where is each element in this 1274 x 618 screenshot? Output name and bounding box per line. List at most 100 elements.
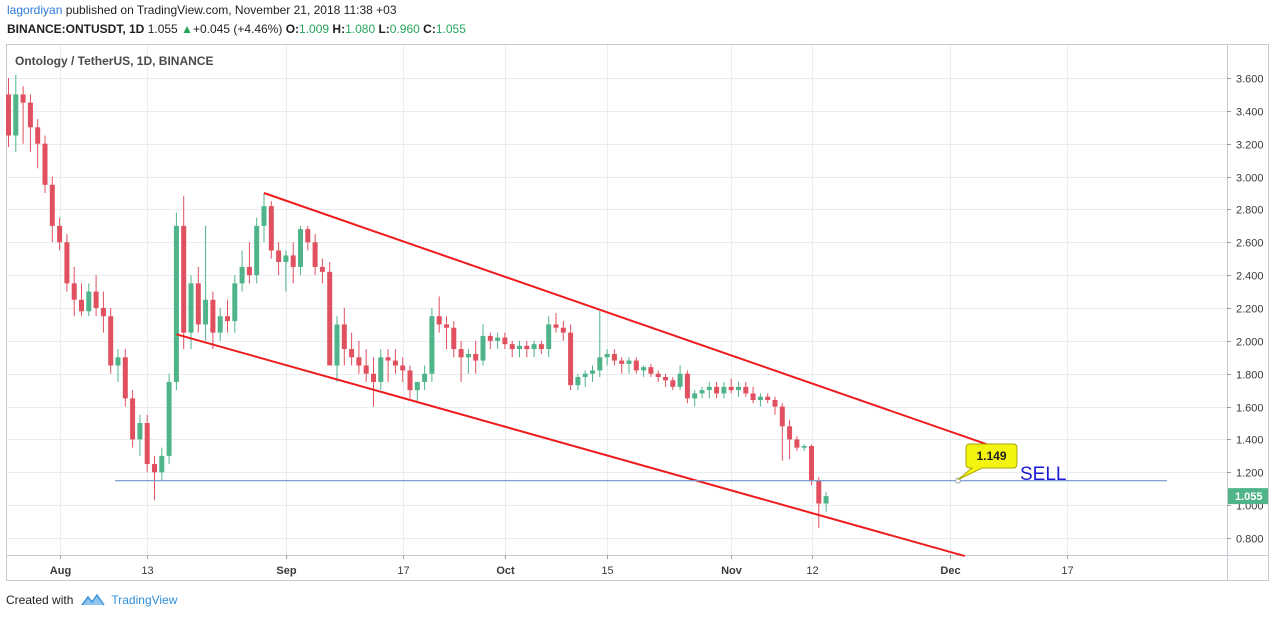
time-tick-label: Dec xyxy=(940,565,960,577)
candle-body xyxy=(298,229,303,267)
chart-title: Ontology / TetherUS, 1D, BINANCE xyxy=(15,54,213,68)
candle-body xyxy=(772,400,778,407)
annotations[interactable]: 1.149 SELL 1.055 xyxy=(957,443,1268,505)
candle-body xyxy=(290,255,296,267)
symbol-label: BINANCE:ONTUSDT, 1D xyxy=(7,22,145,36)
candle-body xyxy=(590,370,595,374)
publish-info: lagordiyan published on TradingView.com,… xyxy=(7,3,397,17)
time-tick-label: Nov xyxy=(721,565,743,577)
candle-body xyxy=(254,225,260,276)
price-tick-label: 3.000 xyxy=(1236,173,1264,185)
high-value: 1.080 xyxy=(345,22,376,36)
candle-body xyxy=(93,291,99,308)
candle-body xyxy=(13,94,19,136)
candle-body xyxy=(35,127,41,144)
candle-body xyxy=(86,291,92,312)
candle-body xyxy=(801,446,807,448)
tradingview-link[interactable]: TradingView xyxy=(111,593,178,607)
candle-body xyxy=(137,423,143,440)
candle-body xyxy=(363,365,369,374)
price-tick-label: 1.400 xyxy=(1236,435,1264,447)
candle-body xyxy=(108,316,114,366)
candle-body xyxy=(611,354,617,361)
price-tick-label: 3.600 xyxy=(1236,74,1264,86)
candle-body xyxy=(27,102,33,128)
candles xyxy=(6,74,829,529)
candle-body xyxy=(334,324,340,366)
candle-body xyxy=(57,225,63,243)
candle-body xyxy=(166,381,172,456)
candle-body xyxy=(779,406,785,427)
candle-body xyxy=(728,386,734,391)
candle-body xyxy=(517,345,522,350)
price-callout[interactable] xyxy=(957,443,1018,481)
candle-body xyxy=(246,266,252,276)
price-tick-label: 2.800 xyxy=(1236,205,1264,217)
upper-trend-line xyxy=(263,192,1002,451)
candle-body xyxy=(721,386,727,394)
candle-body xyxy=(79,299,84,312)
candle-body xyxy=(217,316,223,333)
drawings[interactable] xyxy=(115,192,1167,558)
price-tick-label: 2.400 xyxy=(1236,271,1264,283)
candle-body xyxy=(305,229,311,243)
candle-body xyxy=(130,398,136,440)
candle-body xyxy=(787,426,793,440)
lower-trend-line xyxy=(176,333,966,558)
candle-body xyxy=(327,271,333,366)
candle-body xyxy=(71,283,77,300)
candle-body xyxy=(341,324,347,350)
candle-body xyxy=(684,373,690,399)
ohlc-legend: BINANCE:ONTUSDT, 1D 1.055 ▲+0.045 (+4.46… xyxy=(7,22,466,36)
candle-body xyxy=(385,357,391,361)
candle-body xyxy=(181,225,187,333)
open-label: O: xyxy=(285,22,300,36)
candle-body xyxy=(283,255,289,262)
candle-body xyxy=(203,299,209,325)
candle-body xyxy=(582,373,588,377)
candle-body xyxy=(422,373,428,382)
grid xyxy=(7,45,1227,555)
time-tick-label: 13 xyxy=(141,565,153,577)
time-tick-label: 12 xyxy=(806,565,818,577)
candle-body xyxy=(407,370,413,391)
candle-body xyxy=(641,367,647,371)
last-price-marker xyxy=(1228,488,1268,505)
candle-body xyxy=(699,390,705,394)
sell-label: SELL xyxy=(1020,464,1066,485)
candle-body xyxy=(64,242,70,284)
time-tick-label: 17 xyxy=(1061,565,1073,577)
price-tick-label: 1.200 xyxy=(1236,468,1264,480)
candle-body xyxy=(451,327,457,350)
callout-label: 1.149 xyxy=(976,449,1006,463)
candle-body xyxy=(487,335,493,341)
price-tick-label: 3.400 xyxy=(1236,107,1264,119)
candle-body xyxy=(502,337,508,345)
candle-body xyxy=(152,464,157,473)
author-link[interactable]: lagordiyan xyxy=(7,3,63,17)
candle-body xyxy=(100,308,106,317)
candle-body xyxy=(444,324,449,328)
candle-body xyxy=(188,283,194,333)
candle-body xyxy=(553,324,559,328)
axes: 3.600 3.400 3.200 3.000 2.800 2.600 2.400 2.200… xyxy=(50,74,1264,578)
candle-body xyxy=(757,396,763,400)
candle-body xyxy=(794,439,800,448)
candle-body xyxy=(524,345,530,350)
candle-body xyxy=(736,386,741,391)
up-arrow-icon: ▲ xyxy=(181,22,193,36)
candle-body xyxy=(750,393,756,400)
candle-body xyxy=(210,299,216,333)
candle-body xyxy=(816,480,822,504)
candle-body xyxy=(268,206,274,251)
candle-body xyxy=(371,373,376,382)
time-tick-label: Aug xyxy=(50,565,71,577)
candle-body xyxy=(509,344,515,350)
price-tick-label: 1.800 xyxy=(1236,370,1264,382)
candle-body xyxy=(232,283,238,322)
candle-body xyxy=(546,324,552,350)
candle-body xyxy=(239,266,245,284)
publish-text: published on TradingView.com, November 2… xyxy=(62,3,397,17)
price-tick-label: 1.600 xyxy=(1236,403,1264,415)
